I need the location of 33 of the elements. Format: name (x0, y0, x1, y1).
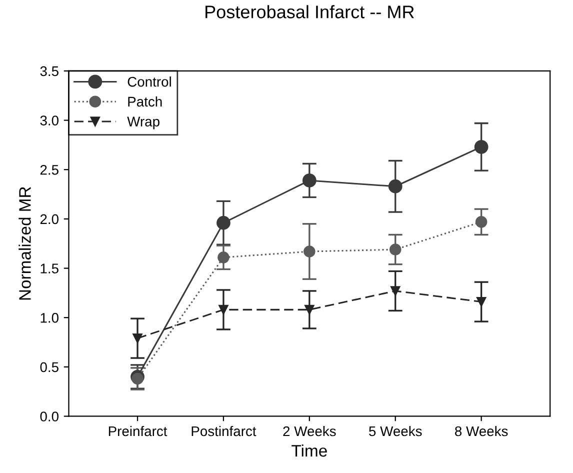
y-tick-label: 3.0 (40, 116, 58, 126)
y-tick-label: 2.5 (40, 164, 58, 175)
y-tick-label: 0.0 (40, 412, 58, 422)
legend-label: Control (128, 76, 171, 87)
point (390, 286, 400, 296)
x-tick-label: Preinfarct (108, 426, 168, 436)
legend-label: Wrap (127, 116, 160, 130)
point (304, 304, 314, 315)
y-tick-label: 1.5 (40, 264, 58, 274)
point (132, 333, 142, 344)
point (388, 179, 402, 194)
point (218, 304, 228, 315)
y-tick-label: 2.0 (40, 214, 58, 224)
y-axis-title: Normalized MR (18, 186, 31, 300)
x-tick-label: Postinfarct (192, 426, 256, 436)
point (218, 252, 230, 264)
point (302, 174, 316, 188)
x-tick-label: 5 Weeks (369, 426, 422, 436)
point (476, 296, 486, 307)
x-tick-label: 8 Weeks (455, 426, 508, 436)
y-tick-label: 1.0 (40, 312, 58, 323)
y-tick-label: 0.5 (40, 362, 58, 372)
y-tick-label: 3.5 (40, 66, 58, 76)
point (304, 246, 316, 258)
point (474, 140, 488, 154)
point (475, 216, 488, 228)
point (389, 244, 402, 256)
point (216, 216, 230, 230)
x-tick-label: 2 Weeks (283, 426, 336, 436)
chart-title: Posterobasal Infarct -- MR (206, 5, 414, 18)
legend-label: Patch (128, 96, 162, 107)
point (132, 372, 144, 385)
x-axis-title: Time (292, 444, 327, 457)
